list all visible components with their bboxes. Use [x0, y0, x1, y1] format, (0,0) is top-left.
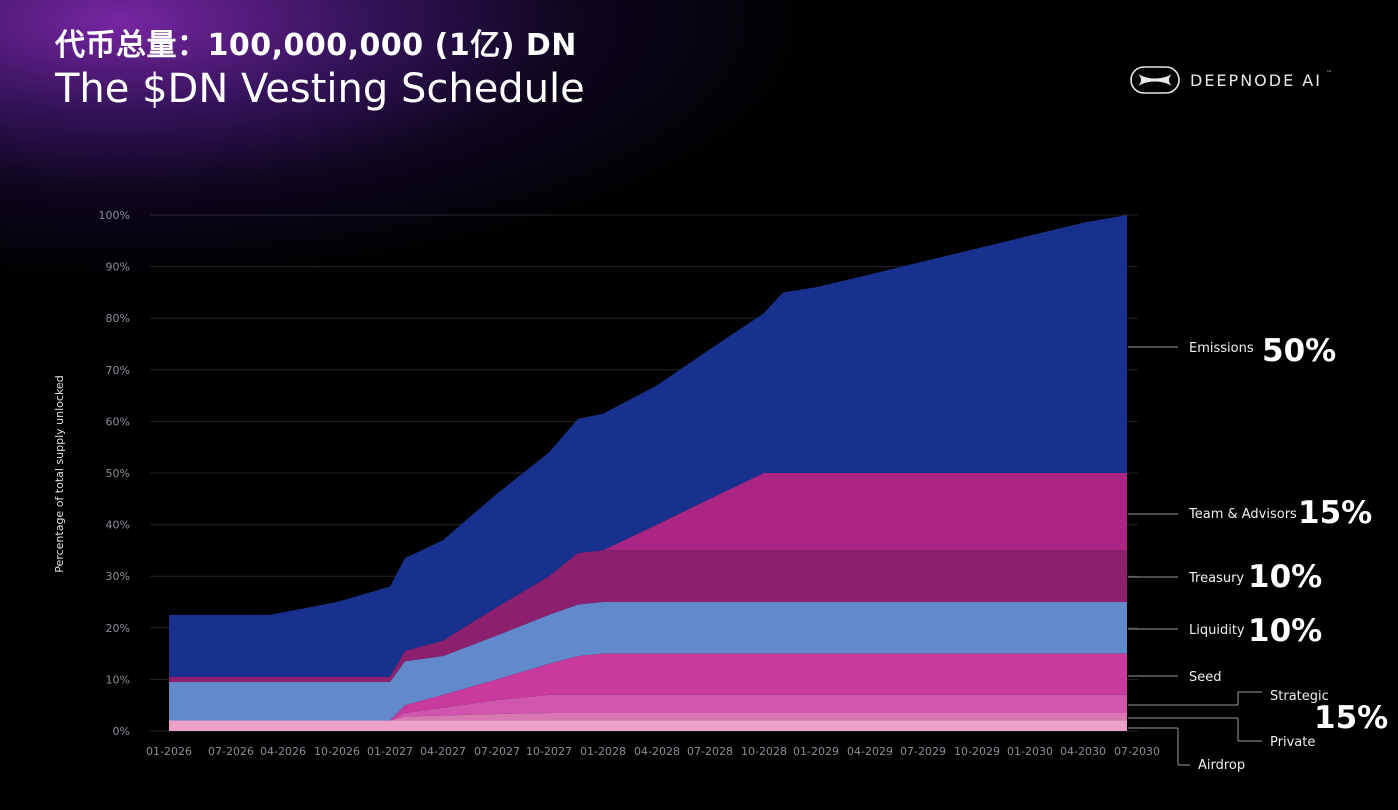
y-tick-label: 90% [106, 261, 130, 274]
emissions-pct: 50% [1262, 333, 1336, 369]
x-tick-label: 10-2029 [954, 745, 1000, 758]
area-treasury [169, 550, 1127, 682]
y-tick-label: 20% [106, 622, 130, 635]
y-tick-label: 40% [106, 519, 130, 532]
airdrop-label: Airdrop [1198, 758, 1245, 773]
liquidity-pct: 10% [1248, 613, 1322, 649]
team-advisors-label: Team & Advisors [1188, 507, 1297, 522]
seed-label: Seed [1189, 670, 1222, 685]
y-tick-label: 100% [99, 209, 130, 222]
x-tick-label: 07-2029 [900, 745, 946, 758]
x-tick-label: 07-2030 [1114, 745, 1160, 758]
x-tick-label: 10-2028 [741, 745, 787, 758]
page-title: The $DN Vesting Schedule [55, 66, 585, 112]
y-tick-label: 0% [113, 725, 130, 738]
treasury-label: Treasury [1188, 571, 1244, 586]
x-tick-label: 04-2026 [260, 745, 306, 758]
y-tick-label: 70% [106, 364, 130, 377]
y-tick-label: 50% [106, 467, 130, 480]
brand-name: DEEPNODE AI [1190, 71, 1322, 90]
x-tick-label: 04-2027 [420, 745, 466, 758]
x-tick-label: 07-2027 [474, 745, 520, 758]
area-seed [169, 653, 1127, 721]
area-emissions [169, 215, 1127, 677]
x-tick-label: 10-2027 [526, 745, 572, 758]
area-strategic [169, 694, 1127, 721]
x-tick-label: 01-2027 [367, 745, 413, 758]
y-tick-label: 10% [106, 673, 130, 686]
treasury-pct: 10% [1248, 559, 1322, 595]
x-tick-label: 07-2026 [208, 745, 254, 758]
y-axis-ticks: 0% 10% 20% 30% 40% 50% 60% 70% 80% 90% 100% [99, 209, 130, 738]
y-tick-label: 80% [106, 312, 130, 325]
y-tick-label: 30% [106, 570, 130, 583]
x-tick-label: 04-2028 [634, 745, 680, 758]
emissions-label: Emissions [1189, 341, 1254, 356]
x-tick-label: 04-2030 [1060, 745, 1106, 758]
area-team [169, 473, 1127, 677]
seed-strategic-private-airdrop-pct: 15% [1314, 700, 1388, 736]
deepnode-logo-icon [1130, 66, 1180, 94]
x-axis-ticks: 01-2026 07-2026 04-2026 10-2026 01-2027 04-20… [146, 745, 1160, 758]
y-tick-label: 60% [106, 415, 130, 428]
strategic-label: Strategic [1270, 689, 1329, 704]
token-total-heading: 代币总量：100,000,000 (1亿) DN [55, 28, 577, 63]
x-tick-label: 01-2028 [580, 745, 626, 758]
team-advisors-pct: 15% [1298, 495, 1372, 531]
area-private [169, 712, 1127, 721]
liquidity-label: Liquidity [1189, 623, 1245, 638]
chart-legend: Emissions 50%Team & Advisors 15%Treasury 10… [1128, 333, 1388, 773]
chart-areas [169, 215, 1127, 731]
area-airdrop-base [169, 720, 1127, 731]
area-liquidity [169, 602, 1127, 721]
x-tick-label: 10-2026 [314, 745, 360, 758]
x-tick-label: 04-2029 [847, 745, 893, 758]
y-axis-label: Percentage of total supply unlocked [53, 375, 66, 572]
x-tick-label: 01-2026 [146, 745, 192, 758]
x-tick-label: 01-2029 [793, 745, 839, 758]
private-label: Private [1270, 735, 1315, 750]
x-tick-label: 01-2030 [1007, 745, 1053, 758]
brand-trademark: ™ [1326, 70, 1332, 77]
x-tick-label: 07-2028 [687, 745, 733, 758]
